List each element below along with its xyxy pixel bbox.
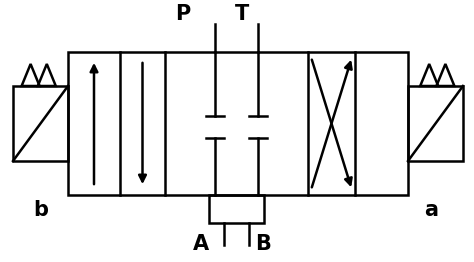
Text: A: A [193, 234, 210, 254]
Text: T: T [235, 4, 249, 24]
Text: B: B [255, 234, 271, 254]
Text: P: P [175, 4, 190, 24]
Text: a: a [424, 200, 438, 220]
Text: b: b [33, 200, 48, 220]
